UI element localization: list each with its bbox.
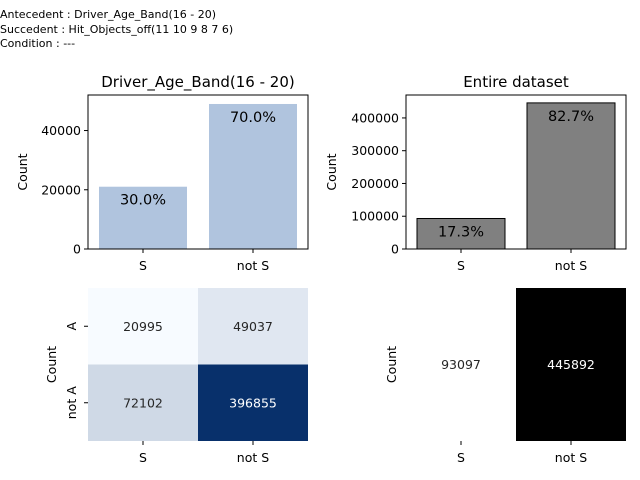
heatmap-cell — [88, 364, 198, 441]
y-tick-label: not A — [64, 386, 79, 419]
x-tick-label: not S — [237, 258, 269, 273]
y-tick-label: 0 — [391, 242, 399, 257]
y-tick-label: 200000 — [351, 176, 399, 191]
y-axis-label: Count — [44, 346, 59, 383]
x-tick-label: S — [457, 258, 465, 273]
bar-value-label: 17.3% — [438, 224, 484, 240]
cell-value-label: 445892 — [547, 357, 595, 372]
x-tick-label: S — [139, 258, 147, 273]
y-tick-label: 400000 — [351, 110, 399, 125]
x-tick-label: not S — [237, 450, 269, 465]
x-tick-label: S — [457, 450, 465, 465]
y-tick-label: 100000 — [351, 209, 399, 224]
heatmap-cell — [198, 288, 308, 365]
cell-value-label: 72102 — [123, 395, 163, 410]
y-tick-label: 300000 — [351, 143, 399, 158]
heatmap-cell — [516, 288, 626, 441]
heatmap-3: 93097 445892 S not S Count — [384, 288, 626, 465]
y-axis-label: Count — [324, 153, 339, 190]
axes-frame — [405, 94, 627, 250]
y-axis-label: Count — [384, 346, 399, 383]
bar-s — [99, 186, 187, 249]
bar-value-label: 82.7% — [548, 109, 594, 125]
x-tick-label: not S — [555, 450, 587, 465]
y-tick-label: 0 — [73, 242, 81, 257]
y-axis-label: Count — [15, 153, 30, 190]
bar-not-s — [209, 103, 297, 249]
condition-text: Condition : --- — [0, 37, 76, 50]
cell-value-label: 20995 — [123, 319, 163, 334]
heatmap-cell — [88, 288, 198, 365]
axes-frame — [87, 94, 309, 250]
heatmap-cell — [406, 288, 516, 441]
y-tick-label: 20000 — [41, 182, 81, 197]
bar-not-s — [526, 102, 616, 250]
succedent-text: Succedent : Hit_Objects_off(11 10 9 8 7 … — [0, 22, 234, 36]
heatmap-cell — [198, 364, 308, 441]
cell-value-label: 49037 — [233, 319, 273, 334]
x-tick-label: not S — [555, 258, 587, 273]
cell-value-label: 396855 — [229, 395, 277, 410]
y-tick-label: A — [64, 322, 79, 331]
chart-title: Driver_Age_Band(16 - 20) — [101, 73, 295, 92]
bar-value-label: 70.0% — [230, 110, 276, 126]
bar-chart-0: Driver_Age_Band(16 - 20) 30.0% S 70.0% not S… — [15, 73, 309, 273]
bar-chart-1: Entire dataset 17.3% S 82.7% not S 0 100000 200… — [324, 73, 627, 273]
antecedent-text: Antecedent : Driver_Age_Band(16 - 20) — [0, 8, 217, 21]
bar-value-label: 30.0% — [120, 193, 166, 209]
x-tick-label: S — [139, 450, 147, 465]
cell-value-label: 93097 — [441, 357, 481, 372]
chart-title: Entire dataset — [463, 73, 569, 91]
rule-header: Antecedent : Driver_Age_Band(16 - 20) Su… — [0, 8, 233, 52]
y-tick-label: 40000 — [41, 123, 81, 138]
